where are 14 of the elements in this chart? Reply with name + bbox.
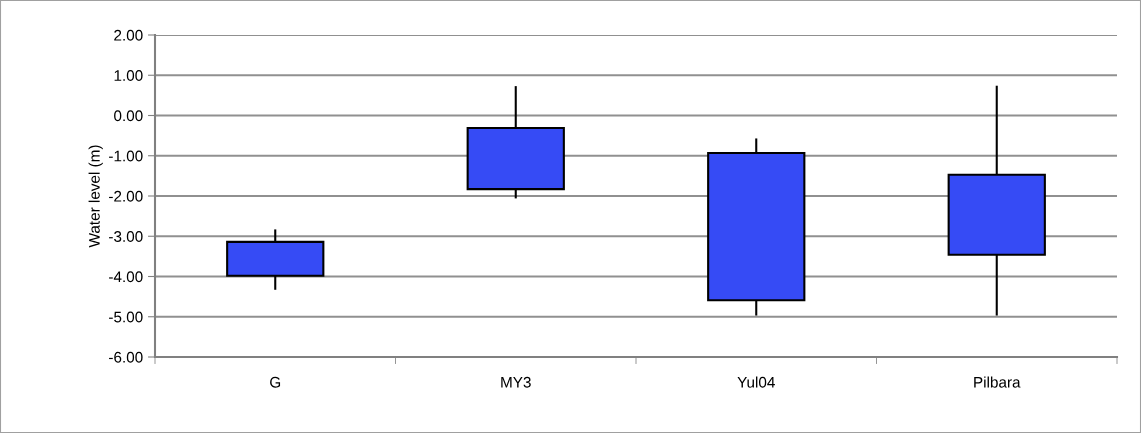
x-tick-label: G (270, 376, 281, 388)
y-tick-label: 0.00 (114, 110, 143, 122)
x-tick-label: MY3 (501, 376, 531, 388)
y-tick-label: -2.00 (109, 190, 143, 202)
x-tick-label: Yul04 (737, 376, 775, 388)
y-tick-label: -5.00 (109, 311, 143, 323)
y-tick-label: -1.00 (109, 150, 143, 162)
y-tick-label: -4.00 (109, 271, 143, 283)
y-tick-label: 1.00 (114, 70, 143, 81)
y-tick-label: -3.00 (109, 231, 143, 242)
x-tick-label: Pilbara (974, 376, 1021, 388)
y-tick-label: -6.00 (109, 351, 143, 363)
y-axis-title: Water level (m) (88, 145, 103, 248)
y-tick-label: 2.00 (114, 29, 143, 41)
